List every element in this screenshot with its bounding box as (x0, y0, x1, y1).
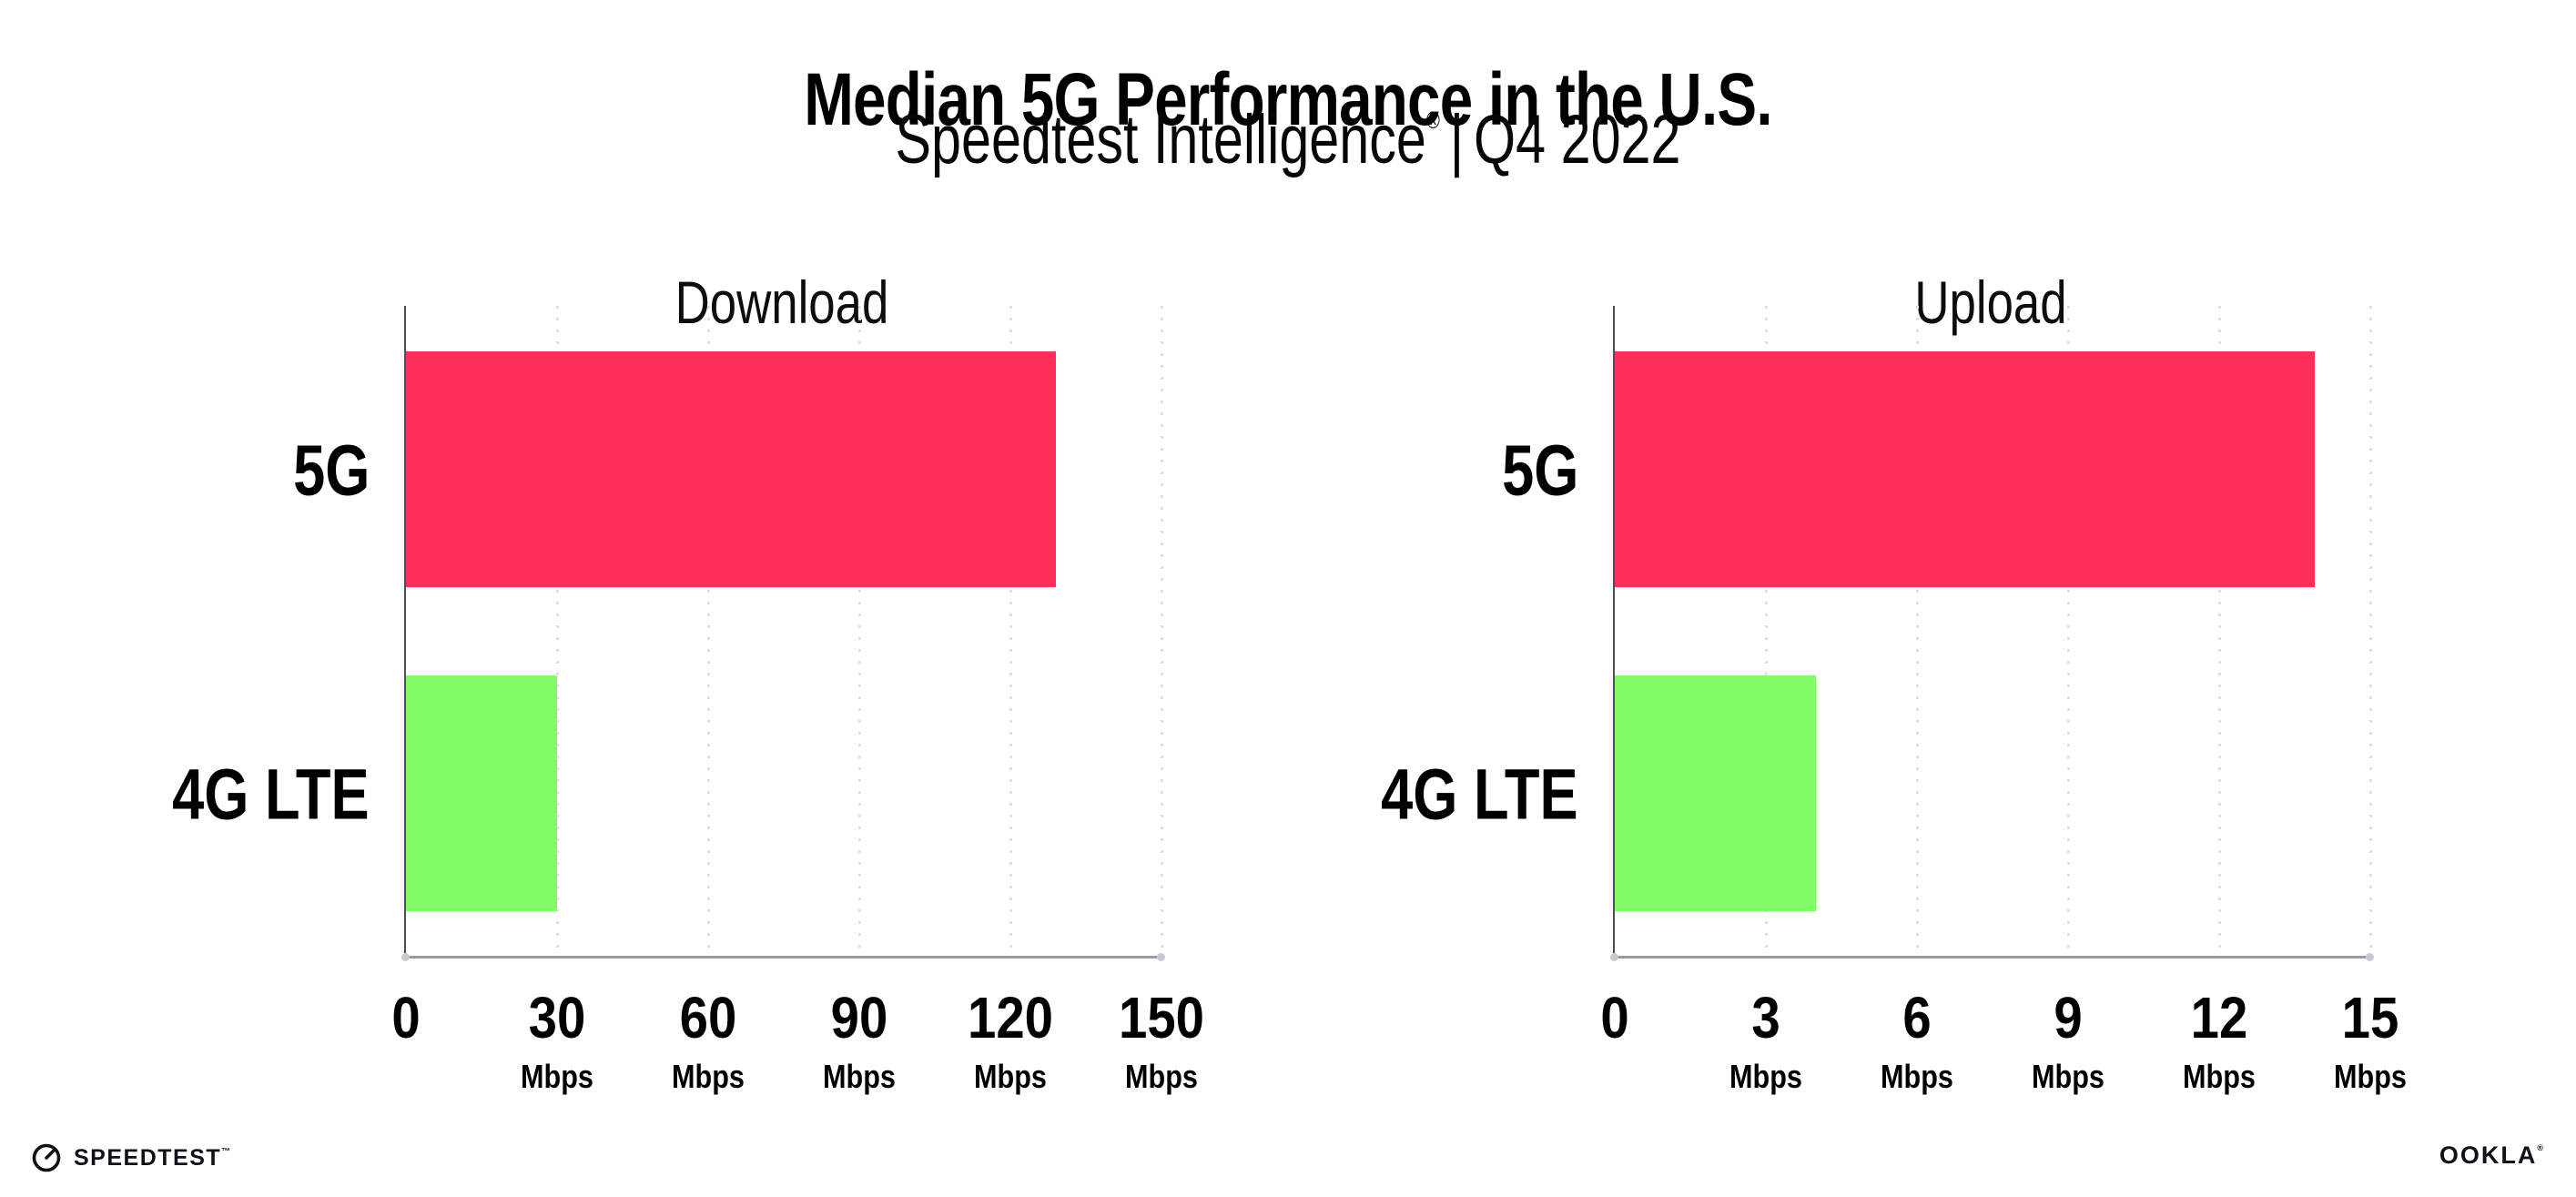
gridline (556, 306, 559, 956)
upload-chart-panel: Upload 5G 4G LTE 0 3 Mbps 6 Mbps 9 Mbps … (1381, 272, 2407, 1093)
page-title: Median 5G Performance in the U.S. (804, 57, 1772, 141)
upload-plot-area: 5G 4G LTE 0 3 Mbps 6 Mbps 9 Mbps 12 Mbps… (1381, 306, 2407, 1093)
axis-origin-dot (401, 953, 410, 961)
subtitle-separator: | (1449, 101, 1465, 178)
download-chart-title: Download (674, 268, 889, 336)
tick-unit: Mbps (1729, 1058, 1802, 1095)
subtitle-period: Q4 2022 (1474, 101, 1681, 178)
gridline (2218, 306, 2221, 956)
bar-5g-download (406, 351, 1056, 587)
tick-value: 3 (1751, 985, 1780, 1050)
tick-value: 9 (2054, 985, 2083, 1050)
tick-value: 60 (679, 985, 737, 1050)
trademark-symbol: ™ (221, 1146, 231, 1157)
tick-unit: Mbps (2032, 1058, 2104, 1095)
bar-5g-upload (1615, 351, 2316, 587)
subtitle-brand: Speedtest Intelligence (895, 101, 1426, 178)
tick-unit: Mbps (1125, 1058, 1198, 1095)
tick-value: 120 (968, 985, 1053, 1050)
speedtest-gauge-icon (31, 1142, 62, 1173)
tick-unit: Mbps (974, 1058, 1047, 1095)
gridline (2067, 306, 2070, 956)
tick-value: 12 (2190, 985, 2248, 1050)
gridline (1009, 306, 1012, 956)
tick-value: 0 (1600, 985, 1629, 1050)
upload-chart-title: Upload (1914, 268, 2067, 336)
registered-symbol: ® (2537, 1143, 2543, 1152)
tick-unit: Mbps (521, 1058, 593, 1095)
gridline (1765, 306, 1768, 956)
ookla-logo: OOKLA® (2439, 1143, 2543, 1168)
axis-end-dot (2366, 953, 2374, 961)
category-label-4g-lte: 4G LTE (1381, 753, 1578, 835)
axis-origin-dot (1610, 953, 1618, 961)
bar-4g-lte-download (406, 675, 557, 911)
download-chart-panel: Download 5G 4G LTE 0 30 Mbps 60 Mbps 90 … (172, 272, 1204, 1093)
download-plot-area: 5G 4G LTE 0 30 Mbps 60 Mbps 90 Mbps 120 … (172, 306, 1204, 1093)
ookla-wordmark: OOKLA (2439, 1141, 2538, 1169)
axis-end-dot (1157, 953, 1165, 961)
gridline (2369, 306, 2372, 956)
tick-value: 15 (2341, 985, 2399, 1050)
gridline (1161, 306, 1163, 956)
gridline (1916, 306, 1919, 956)
tick-unit: Mbps (823, 1058, 896, 1095)
tick-unit: Mbps (2334, 1058, 2407, 1095)
page-subtitle: Speedtest Intelligence® | Q4 2022 (283, 106, 2292, 175)
gridline (707, 306, 710, 956)
tick-unit: Mbps (1881, 1058, 1953, 1095)
bar-4g-lte-upload (1615, 675, 1817, 911)
tick-value: 0 (391, 985, 421, 1050)
speedtest-wordmark: SPEEDTEST™ (74, 1144, 231, 1171)
gridline (858, 306, 861, 956)
tick-value: 30 (528, 985, 586, 1050)
tick-value: 6 (1902, 985, 1932, 1050)
registered-mark: ® (1425, 107, 1440, 134)
speedtest-logo: SPEEDTEST™ (31, 1134, 230, 1182)
tick-unit: Mbps (2183, 1058, 2256, 1095)
category-label-4g-lte: 4G LTE (172, 753, 370, 835)
category-label-5g: 5G (292, 429, 370, 511)
tick-unit: Mbps (672, 1058, 745, 1095)
category-label-5g: 5G (1501, 429, 1578, 511)
tick-value: 90 (830, 985, 888, 1050)
tick-value: 150 (1119, 985, 1204, 1050)
